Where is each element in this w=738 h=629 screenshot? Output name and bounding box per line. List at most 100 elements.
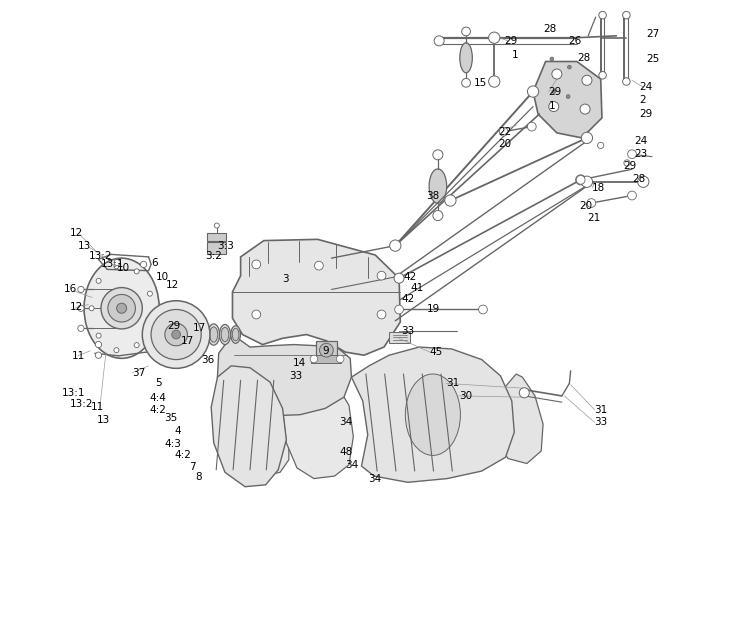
Circle shape [623, 11, 630, 19]
Circle shape [310, 355, 317, 363]
Circle shape [95, 342, 102, 348]
Circle shape [576, 175, 585, 184]
Text: 42: 42 [401, 294, 415, 304]
Text: 28: 28 [543, 24, 556, 34]
Circle shape [395, 305, 404, 314]
Text: 34: 34 [368, 474, 381, 484]
Circle shape [582, 176, 593, 187]
Text: 34: 34 [345, 460, 359, 470]
Circle shape [627, 191, 636, 200]
Text: 14: 14 [292, 359, 306, 369]
Circle shape [114, 348, 119, 353]
Circle shape [582, 132, 593, 143]
Text: 7: 7 [189, 462, 196, 472]
Circle shape [101, 287, 142, 329]
Circle shape [580, 104, 590, 114]
Circle shape [134, 269, 139, 274]
Circle shape [445, 195, 456, 206]
Text: 33: 33 [401, 326, 415, 336]
FancyBboxPatch shape [389, 332, 410, 343]
Circle shape [576, 175, 586, 185]
Text: 9: 9 [322, 346, 328, 356]
Text: 33: 33 [289, 371, 303, 381]
Text: 10: 10 [156, 272, 169, 282]
Text: 33: 33 [594, 417, 607, 427]
FancyBboxPatch shape [207, 233, 227, 241]
Circle shape [148, 291, 152, 296]
Text: 1: 1 [511, 50, 518, 60]
Circle shape [314, 261, 323, 270]
Circle shape [377, 271, 386, 280]
Text: 48: 48 [339, 447, 353, 457]
Ellipse shape [219, 325, 230, 345]
Circle shape [140, 261, 147, 267]
Text: 4:4: 4:4 [150, 392, 167, 403]
Text: 4:2: 4:2 [150, 405, 167, 415]
Text: 20: 20 [498, 139, 511, 149]
Circle shape [552, 90, 556, 94]
FancyBboxPatch shape [316, 341, 337, 360]
Circle shape [172, 330, 181, 339]
Circle shape [95, 352, 102, 359]
Text: 27: 27 [646, 29, 659, 39]
Text: 4:2: 4:2 [175, 450, 192, 460]
Circle shape [337, 355, 344, 363]
Circle shape [599, 72, 607, 79]
Text: 3:2: 3:2 [205, 250, 222, 260]
Text: 25: 25 [646, 54, 659, 64]
Text: 5: 5 [155, 379, 162, 388]
Circle shape [117, 303, 127, 313]
Circle shape [77, 286, 84, 292]
Ellipse shape [221, 327, 229, 342]
Text: 8: 8 [196, 472, 202, 482]
Circle shape [377, 310, 386, 319]
Ellipse shape [84, 258, 159, 359]
Text: 16: 16 [63, 284, 77, 294]
Circle shape [520, 387, 529, 398]
Circle shape [462, 27, 470, 36]
Text: 28: 28 [577, 53, 590, 63]
Text: 13: 13 [77, 241, 91, 250]
Circle shape [77, 305, 84, 311]
Polygon shape [283, 377, 354, 479]
Circle shape [148, 320, 152, 325]
Text: 12: 12 [165, 280, 179, 290]
Text: 10: 10 [117, 263, 131, 273]
Polygon shape [218, 335, 351, 416]
Text: 28: 28 [632, 174, 646, 184]
Circle shape [489, 76, 500, 87]
Text: 24: 24 [635, 136, 648, 146]
Text: 4:3: 4:3 [165, 438, 181, 448]
Text: 29: 29 [168, 321, 181, 331]
Text: 12: 12 [69, 302, 83, 312]
Ellipse shape [429, 169, 446, 203]
Circle shape [598, 142, 604, 148]
Text: 31: 31 [594, 404, 607, 415]
Polygon shape [232, 240, 400, 355]
Circle shape [151, 309, 201, 360]
Circle shape [549, 102, 559, 111]
Text: 35: 35 [165, 413, 177, 423]
Text: 17: 17 [193, 323, 206, 333]
Text: 45: 45 [430, 347, 443, 357]
Circle shape [165, 323, 187, 346]
Text: 31: 31 [446, 379, 459, 388]
Ellipse shape [460, 43, 472, 73]
Circle shape [489, 32, 500, 43]
Text: 37: 37 [132, 368, 145, 378]
Text: 18: 18 [592, 183, 605, 193]
Text: 30: 30 [459, 391, 472, 401]
Circle shape [77, 325, 84, 331]
Circle shape [582, 75, 592, 86]
Text: 38: 38 [426, 191, 439, 201]
Circle shape [568, 65, 571, 69]
Text: 13:2: 13:2 [89, 250, 112, 260]
FancyBboxPatch shape [311, 355, 342, 364]
Text: 11: 11 [90, 402, 103, 412]
Circle shape [214, 223, 219, 228]
Ellipse shape [405, 374, 461, 455]
Circle shape [394, 273, 404, 283]
Ellipse shape [210, 327, 218, 342]
Text: 17: 17 [181, 337, 194, 347]
Polygon shape [351, 347, 514, 482]
